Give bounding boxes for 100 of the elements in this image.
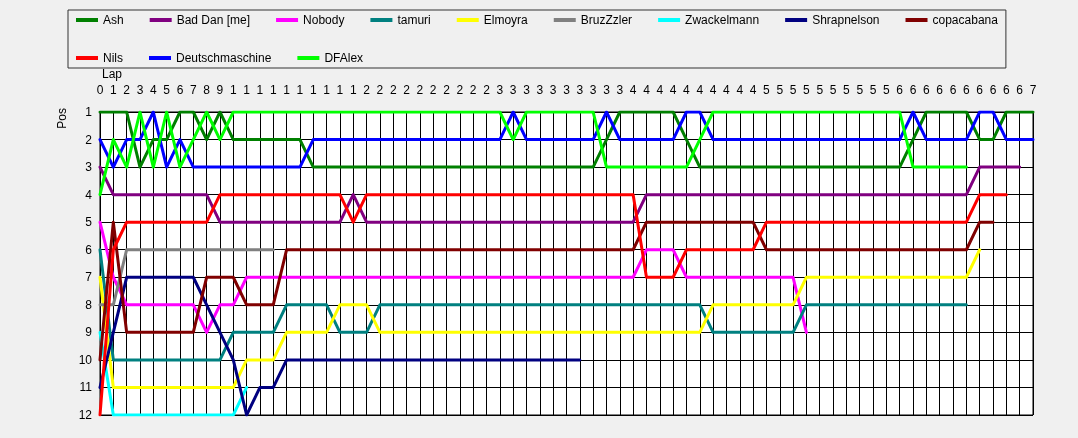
x-tick-label: 2 xyxy=(469,83,477,97)
x-tick-label: 5 xyxy=(883,83,891,97)
y-tick-label: 1 xyxy=(85,105,93,119)
x-tick-label: 3 xyxy=(536,83,544,97)
line-series xyxy=(98,220,808,334)
x-tick-label: 6 xyxy=(936,83,944,97)
y-tick-label: 7 xyxy=(85,270,93,285)
x-tick-label: 6 xyxy=(923,83,931,97)
legend-label: Shrapnelson xyxy=(812,13,880,27)
x-tick-label: 6 xyxy=(949,83,957,97)
y-tick-label: 4 xyxy=(85,187,93,202)
x-tick-label: 3 xyxy=(576,83,584,97)
line-series xyxy=(98,220,995,362)
x-tick-label: 3 xyxy=(563,83,571,97)
x-tick-label: 7 xyxy=(189,83,197,97)
x-tick-label: 5 xyxy=(803,83,811,97)
x-tick-label: 8 xyxy=(203,83,211,97)
x-tick-label: 3 xyxy=(603,83,611,97)
x-tick-label: 2 xyxy=(456,83,464,97)
x-tick-label: 4 xyxy=(723,83,731,97)
x-tick-label: 5 xyxy=(843,83,851,97)
legend-label: Nils xyxy=(103,51,123,65)
x-tick-label: 1 xyxy=(296,83,304,97)
x-tick-label: 4 xyxy=(749,83,757,97)
legend-label: Bad Dan [me] xyxy=(176,13,251,27)
x-tick-label: 3 xyxy=(616,83,624,97)
line-series xyxy=(98,275,582,417)
x-tick-label: 6 xyxy=(896,83,904,97)
x-tick-label: 1 xyxy=(229,83,237,97)
y-tick-label: 9 xyxy=(85,325,93,340)
x-tick-label: 1 xyxy=(283,83,291,97)
x-tick-label: 4 xyxy=(643,83,651,97)
x-tick-label: 2 xyxy=(403,83,411,97)
x-tick-label: 2 xyxy=(123,83,131,97)
x-tick-label: 1 xyxy=(256,83,264,97)
x-tick-label: 5 xyxy=(776,83,784,97)
y-tick-label: 5 xyxy=(85,215,93,230)
x-tick-label: 6 xyxy=(1003,83,1010,97)
y-tick-label: 11 xyxy=(79,380,93,395)
x-tick-label: 5 xyxy=(869,83,877,97)
legend-label: Elmoyra xyxy=(483,13,529,27)
y-tick-label: 3 xyxy=(85,160,93,175)
y-tick-label: 12 xyxy=(78,408,93,422)
x-tick-label: 6 xyxy=(909,83,917,97)
x-tick-label: 4 xyxy=(149,83,157,97)
x-tick-label: 5 xyxy=(163,83,171,97)
x-tick-label: 5 xyxy=(789,83,797,97)
x-tick-label: 6 xyxy=(976,83,984,97)
x-tick-label: 6 xyxy=(176,83,184,97)
x-tick-label: 7 xyxy=(1029,83,1037,97)
x-tick-label: 0 xyxy=(96,83,104,97)
legend-label: Deutschmaschine xyxy=(176,51,272,65)
x-tick-label: 4 xyxy=(669,83,677,97)
y-tick-label: 6 xyxy=(85,242,93,257)
y-axis-title: Pos xyxy=(55,107,69,129)
legend-label: Zwackelmann xyxy=(685,13,760,27)
x-tick-label: 4 xyxy=(696,83,704,97)
x-tick-label: 3 xyxy=(509,83,517,97)
x-tick-label: 4 xyxy=(629,83,637,97)
x-tick-label: 6 xyxy=(989,83,997,97)
x-tick-label: 4 xyxy=(736,83,744,97)
x-tick-label: 5 xyxy=(856,83,864,97)
x-tick-label: 2 xyxy=(376,83,384,97)
x-tick-label: 9 xyxy=(216,83,224,97)
x-tick-label: 5 xyxy=(816,83,824,97)
x-tick-label: 1 xyxy=(269,83,277,97)
x-tick-label: 4 xyxy=(683,83,691,97)
x-tick-label: 2 xyxy=(483,83,491,97)
x-tick-label: 3 xyxy=(523,83,531,97)
x-tick-label: 4 xyxy=(709,83,717,97)
legend-label: BruzZzler xyxy=(580,13,633,27)
y-tick-label: 8 xyxy=(85,297,93,312)
y-tick-label: 10 xyxy=(78,352,93,367)
legend-label: Ash xyxy=(103,13,124,27)
legend-label: DFAlex xyxy=(324,51,364,65)
x-tick-label: 2 xyxy=(443,83,451,97)
x-tick-label: 5 xyxy=(829,83,837,97)
x-tick-label: 3 xyxy=(589,83,597,97)
x-tick-label: 5 xyxy=(763,83,771,97)
x-tick-label: 1 xyxy=(109,83,117,97)
x-tick-label: 2 xyxy=(363,83,371,97)
x-tick-label: 6 xyxy=(1016,83,1024,97)
x-tick-label: 3 xyxy=(136,83,144,97)
x-tick-label: 1 xyxy=(349,83,357,97)
x-tick-label: 2 xyxy=(389,83,397,97)
x-tick-label: 6 xyxy=(963,83,971,97)
line-series xyxy=(98,248,982,389)
legend-label: copacabana xyxy=(932,13,999,27)
line-series xyxy=(98,248,968,362)
x-tick-label: 2 xyxy=(416,83,424,97)
line-series xyxy=(98,110,968,197)
x-tick-label: 1 xyxy=(323,83,331,97)
x-tick-label: 2 xyxy=(429,83,437,97)
x-tick-label: 1 xyxy=(243,83,251,97)
x-tick-label: 1 xyxy=(309,83,317,97)
x-tick-label: 3 xyxy=(549,83,557,97)
y-tick-label: 2 xyxy=(85,132,93,147)
x-tick-label: 4 xyxy=(656,83,664,97)
x-tick-label: 3 xyxy=(496,83,504,97)
x-tick-label: 1 xyxy=(336,83,344,97)
